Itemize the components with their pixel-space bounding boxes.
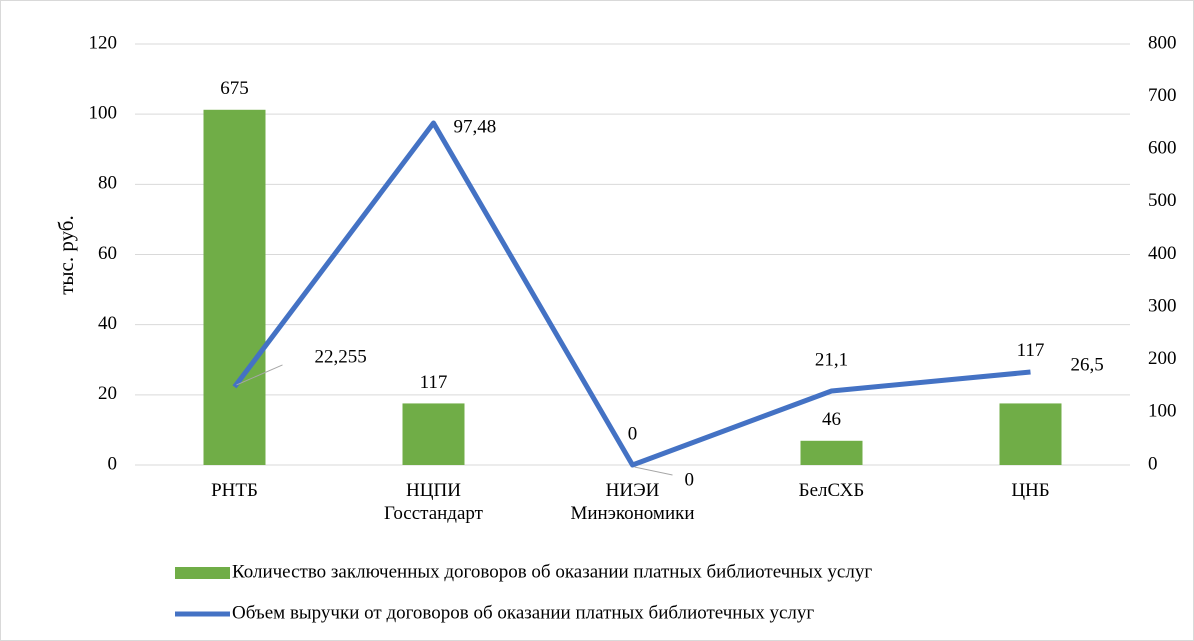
- x-tick-label: НИЭИ Минэкономики: [570, 480, 695, 524]
- line-value-label: 21,1: [815, 349, 848, 370]
- bar-value-label: 675: [220, 78, 249, 99]
- leader-line: [236, 364, 283, 386]
- y2-tick-label: 600: [1148, 138, 1177, 159]
- y2-tick-label: 200: [1148, 348, 1177, 369]
- legend-label: Объем выручки от договоров об оказании п…: [232, 602, 814, 623]
- y-tick-label: 100: [89, 103, 118, 124]
- line-value-label: 97,48: [454, 116, 497, 137]
- bar-value-label: 117: [1017, 340, 1045, 361]
- y2-tick-label: 500: [1148, 190, 1177, 211]
- bar: [402, 403, 465, 465]
- y2-tick-label: 300: [1148, 295, 1177, 316]
- line-value-label: 0: [685, 469, 695, 490]
- x-tick-label: ЦНБ: [1011, 480, 1050, 501]
- y2-tick-label: 400: [1148, 243, 1177, 264]
- bar: [800, 440, 863, 465]
- legend-swatch: [175, 567, 230, 579]
- y-tick-label: 60: [98, 243, 117, 264]
- y2-tick-label: 700: [1148, 85, 1177, 106]
- y2-tick-label: 100: [1148, 401, 1177, 422]
- bar: [999, 403, 1062, 465]
- bar-value-label: 46: [822, 409, 841, 430]
- line: [232, 120, 1031, 468]
- line-value-label: 26,5: [1071, 354, 1104, 375]
- leader-line: [634, 466, 673, 476]
- y-tick-label: 40: [98, 313, 117, 334]
- x-tick-label: НЦПИ Госстандарт: [384, 480, 483, 524]
- y-tick-label: 80: [98, 173, 117, 194]
- y-tick-label: 120: [89, 32, 118, 53]
- bar: [203, 109, 266, 465]
- line-value-label: 22,255: [315, 346, 367, 367]
- x-tick-label: РНТБ: [211, 480, 258, 501]
- legend-label: Количество заключенных договоров об оказ…: [232, 561, 872, 582]
- y2-tick-label: 800: [1148, 32, 1177, 53]
- y-tick-label: 20: [98, 383, 117, 404]
- y-axis-title: тыс. руб.: [54, 215, 78, 295]
- bar-value-label: 0: [628, 423, 638, 444]
- y-tick-label: 0: [108, 453, 118, 474]
- x-tick-label: БелСХБ: [798, 480, 865, 501]
- bar-value-label: 117: [420, 372, 448, 393]
- y2-tick-label: 0: [1148, 453, 1158, 474]
